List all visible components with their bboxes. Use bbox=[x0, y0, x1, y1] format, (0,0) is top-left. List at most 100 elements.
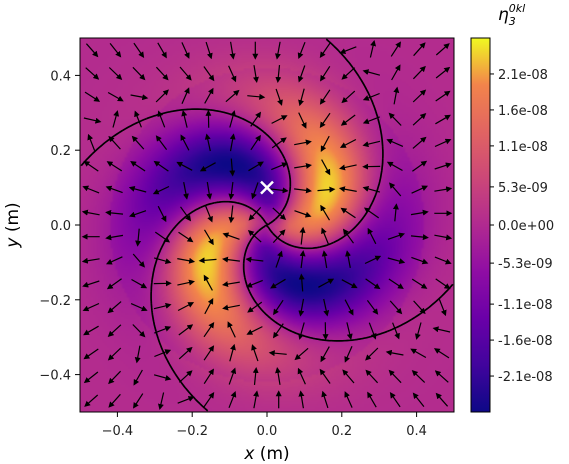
quiver-arrow bbox=[298, 112, 307, 129]
quiver-arrow bbox=[204, 298, 214, 315]
quiver-arrow bbox=[206, 181, 213, 200]
quiver-arrow bbox=[252, 65, 259, 83]
quiver-arrow bbox=[153, 302, 172, 310]
quiver-arrow bbox=[342, 228, 354, 244]
quiver-arrow bbox=[157, 110, 166, 128]
quiver-arrow bbox=[179, 66, 192, 81]
quiver-arrow bbox=[321, 227, 329, 245]
quiver-arrow bbox=[386, 138, 404, 147]
quiver-arrow bbox=[339, 138, 357, 148]
quiver-arrow bbox=[83, 348, 99, 360]
quiver-arrow bbox=[107, 301, 122, 314]
quiver-arrow bbox=[410, 209, 429, 216]
quiver-arrow bbox=[388, 278, 404, 290]
quiver-arrow bbox=[135, 228, 142, 247]
quiver-arrow bbox=[388, 369, 402, 384]
quiver-arrow bbox=[228, 205, 235, 224]
quiver-arrow bbox=[130, 94, 149, 101]
quiver-arrow bbox=[130, 160, 146, 172]
quiver-arrow bbox=[413, 300, 426, 315]
quiver-arrow bbox=[412, 392, 425, 407]
quiver-arrow bbox=[106, 161, 123, 172]
quiver-arrow bbox=[388, 112, 402, 126]
quiver-arrow bbox=[412, 136, 427, 149]
quiver-arrow bbox=[319, 89, 331, 105]
quiver-arrow bbox=[392, 203, 399, 222]
quiver-arrow bbox=[178, 231, 194, 243]
quiver-arrow bbox=[180, 206, 192, 222]
quiver-arrow bbox=[154, 231, 171, 243]
quiver-arrow bbox=[393, 86, 400, 105]
x-axis-ticks: −0.4 −0.2 0.0 0.2 0.4 bbox=[102, 412, 427, 439]
quiver-arrow bbox=[321, 159, 331, 176]
quiver-arrow bbox=[341, 67, 356, 80]
quiver-arrow bbox=[294, 187, 312, 194]
quiver-arrow bbox=[132, 253, 146, 268]
quiver-arrow bbox=[389, 300, 403, 315]
quiver-arrow bbox=[434, 370, 449, 383]
quiver-arrow bbox=[157, 42, 167, 59]
quiver-arrow bbox=[229, 110, 236, 128]
x-tick-label: 0.2 bbox=[331, 424, 352, 439]
quiver-arrow bbox=[272, 229, 286, 244]
quiver-arrow bbox=[341, 279, 358, 289]
quiver-arrow bbox=[133, 369, 143, 386]
quiver-arrow bbox=[181, 110, 188, 128]
quiver-arrow bbox=[344, 391, 353, 408]
colorbar-tick-label: -1.1e-08 bbox=[498, 298, 553, 313]
quiver-arrow bbox=[270, 187, 289, 194]
quiver-arrow bbox=[177, 302, 195, 312]
quiver-arrow bbox=[385, 349, 404, 356]
quiver-arrow bbox=[387, 257, 406, 265]
quiver-arrow bbox=[362, 69, 381, 76]
quiver-arrow bbox=[366, 300, 379, 315]
quiver-arrow bbox=[434, 234, 453, 241]
quiver-arrow bbox=[321, 250, 328, 269]
quiver-arrow bbox=[203, 345, 215, 361]
quiver-arrow bbox=[344, 299, 354, 316]
y-tick-label: −0.2 bbox=[39, 294, 71, 309]
quiver-arrow bbox=[346, 322, 353, 340]
y-tick-label: 0.2 bbox=[50, 144, 71, 159]
quiver-arrow bbox=[229, 133, 236, 152]
quiver-arrow bbox=[297, 65, 306, 83]
quiver-arrow bbox=[81, 257, 100, 264]
quiver-arrow bbox=[391, 64, 401, 81]
quiver-arrow bbox=[105, 256, 123, 265]
quiver-arrow bbox=[294, 139, 312, 146]
quiver-arrow bbox=[153, 374, 172, 381]
quiver-arrow bbox=[369, 39, 377, 58]
quiver-arrow bbox=[203, 274, 213, 291]
quiver-arrow bbox=[412, 160, 428, 172]
quiver-arrow bbox=[294, 162, 312, 169]
quiver-arrow bbox=[411, 370, 426, 383]
quiver-arrow bbox=[153, 160, 169, 172]
y-tick-label: −0.4 bbox=[39, 369, 71, 384]
quiver-arrow bbox=[388, 182, 402, 197]
quiver-arrow bbox=[87, 133, 96, 151]
colorbar-ticks: 2.1e-08 1.6e-08 1.1e-08 5.3e-09 0.0e+00 -5.3e… bbox=[490, 68, 554, 385]
quiver-arrow bbox=[320, 204, 331, 221]
colorbar-tick-label: 1.1e-08 bbox=[498, 140, 548, 155]
quiver-arrow bbox=[134, 110, 142, 128]
quiver-arrow bbox=[411, 256, 429, 265]
quiver-arrow bbox=[341, 90, 356, 104]
quiver-arrow bbox=[229, 158, 236, 177]
colorbar-tick-label: 2.1e-08 bbox=[498, 68, 548, 83]
quiver-arrow bbox=[107, 347, 122, 361]
quiver-arrow bbox=[320, 135, 330, 152]
quiver-arrow bbox=[108, 67, 123, 80]
quiver-arrow bbox=[298, 88, 305, 107]
quiver-arrow bbox=[199, 162, 216, 172]
quiver-arrow bbox=[112, 110, 120, 128]
quiver-arrow bbox=[129, 210, 147, 218]
quiver-arrow bbox=[345, 250, 351, 269]
quiver-arrow bbox=[84, 91, 101, 102]
quiver-arrow bbox=[177, 396, 195, 404]
quiver-arrow bbox=[298, 273, 305, 292]
colorbar-tick-label: -5.3e-09 bbox=[498, 257, 553, 272]
quiver-arrow bbox=[251, 182, 259, 200]
quiver-arrow bbox=[83, 371, 99, 384]
quiver-arrow bbox=[107, 91, 124, 102]
quiver-arrow bbox=[222, 281, 240, 288]
